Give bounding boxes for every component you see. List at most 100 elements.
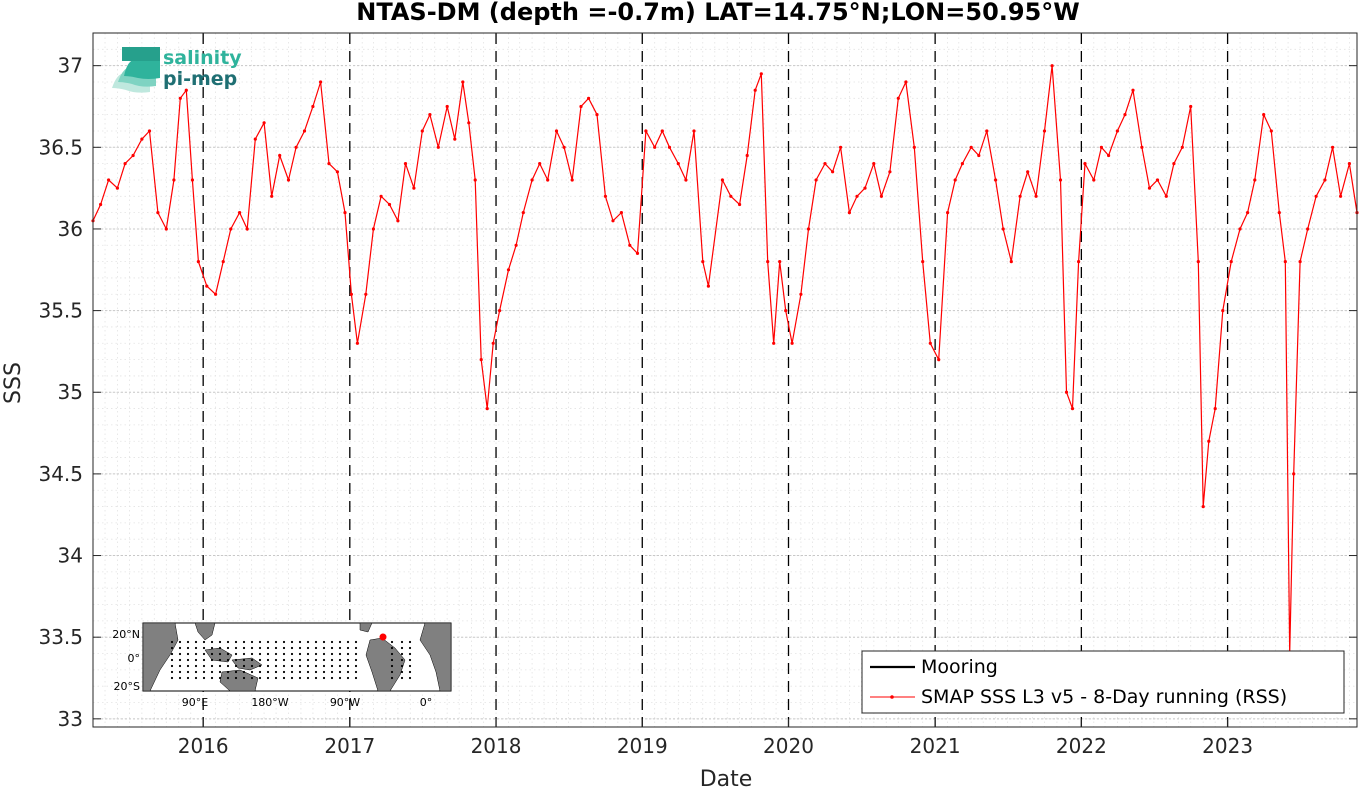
inset-buoy-dot [290, 646, 294, 650]
inset-buoy-dot [400, 676, 404, 680]
inset-buoy-dot [298, 664, 302, 668]
inset-lon-label-3: 90°W [330, 696, 360, 709]
inset-buoy-dot [282, 676, 286, 680]
inset-buoy-dot [354, 646, 358, 650]
data-point [491, 341, 495, 345]
data-point [229, 227, 233, 231]
data-point [720, 178, 725, 182]
data-point [420, 129, 424, 133]
inset-buoy-dot [290, 676, 294, 680]
inset-buoy-dot [390, 670, 394, 674]
data-point [1238, 227, 1242, 231]
data-point [729, 194, 733, 198]
data-point [107, 178, 111, 182]
data-point [461, 80, 465, 84]
inset-buoy-dot [400, 646, 404, 650]
inset-buoy-dot [226, 640, 230, 644]
inset-buoy-dot [178, 646, 182, 650]
inset-buoy-dot [274, 670, 278, 674]
data-point [753, 88, 757, 92]
data-point [311, 104, 315, 109]
data-point [364, 292, 368, 296]
inset-buoy-dot [234, 646, 238, 650]
inset-buoy-dot [266, 676, 270, 680]
data-point [396, 219, 400, 223]
inset-buoy-dot [250, 640, 254, 644]
inset-buoy-dot [194, 640, 198, 644]
inset-buoy-dot [346, 670, 350, 674]
inset-buoy-dot [306, 658, 310, 662]
data-point [953, 178, 957, 182]
inset-buoy-dot [314, 664, 318, 668]
inset-buoy-dot [314, 658, 318, 662]
inset-buoy-dot [322, 664, 326, 668]
data-point [184, 88, 188, 92]
data-point [667, 145, 672, 149]
inset-buoy-dot [282, 670, 286, 674]
data-point [1253, 178, 1257, 182]
inset-buoy-dot [390, 652, 394, 656]
inset-buoy-dot [298, 658, 302, 662]
data-point [1083, 162, 1087, 166]
data-point [904, 80, 908, 84]
inset-buoy-dot [218, 646, 222, 650]
inset-buoy-dot [234, 664, 238, 668]
data-point [823, 162, 827, 166]
inset-buoy-dot [226, 658, 230, 662]
inset-buoy-dot [234, 676, 238, 680]
data-point [1018, 194, 1022, 198]
x-tick-label: 2022 [1056, 734, 1107, 758]
data-point [1001, 227, 1005, 231]
inset-buoy-dot [210, 640, 214, 644]
x-tick-label: 2023 [1202, 734, 1253, 758]
data-point [595, 113, 599, 117]
inset-buoy-dot [170, 658, 174, 662]
inset-buoy-dot [290, 640, 294, 644]
inset-buoy-dot [226, 664, 230, 668]
y-tick-label: 35.5 [38, 299, 83, 323]
data-point [156, 211, 160, 215]
data-point [196, 260, 200, 264]
data-point [946, 211, 950, 215]
inset-buoy-dot [178, 658, 182, 662]
legend-label-mooring: Mooring [921, 656, 998, 678]
data-point [1115, 129, 1119, 133]
inset-buoy-dot [242, 670, 246, 674]
data-point [937, 358, 941, 362]
inset-buoy-dot [408, 664, 412, 668]
data-point [403, 162, 408, 166]
data-point [190, 178, 194, 182]
legend-marker-smap [890, 695, 894, 699]
inset-buoy-dot [408, 652, 412, 656]
inset-buoy-dot [242, 646, 246, 650]
inset-buoy-dot [306, 646, 310, 650]
data-point [428, 113, 432, 117]
plot-frame [92, 32, 1358, 728]
inset-buoy-dot [258, 676, 262, 680]
inset-buoy-dot [250, 658, 254, 662]
inset-lon-label-2: 180°W [251, 696, 288, 709]
inset-buoy-dot [170, 652, 174, 656]
data-point [706, 284, 711, 288]
inset-buoy-dot [322, 670, 326, 674]
data-point [473, 178, 477, 182]
series-line [92, 65, 1358, 654]
inset-buoy-dot [338, 652, 342, 656]
data-point [479, 358, 483, 362]
inset-buoy-dot [400, 670, 404, 674]
inset-buoy-dot [218, 640, 222, 644]
data-point [178, 96, 182, 100]
data-point [221, 260, 225, 264]
chart-title: NTAS-DM (depth =-0.7m) LAT=14.75°N;LON=5… [356, 0, 1080, 26]
data-point [319, 80, 323, 84]
data-point [286, 178, 291, 182]
data-point [214, 292, 218, 296]
x-axis-label: Date [700, 767, 753, 790]
data-point [778, 260, 782, 264]
x-tick-label: 2021 [910, 734, 961, 758]
data-point [453, 137, 457, 141]
inset-buoy-dot [250, 652, 254, 656]
data-point [131, 153, 135, 158]
inset-buoy-dot [338, 640, 342, 644]
inset-buoy-dot [330, 640, 334, 644]
